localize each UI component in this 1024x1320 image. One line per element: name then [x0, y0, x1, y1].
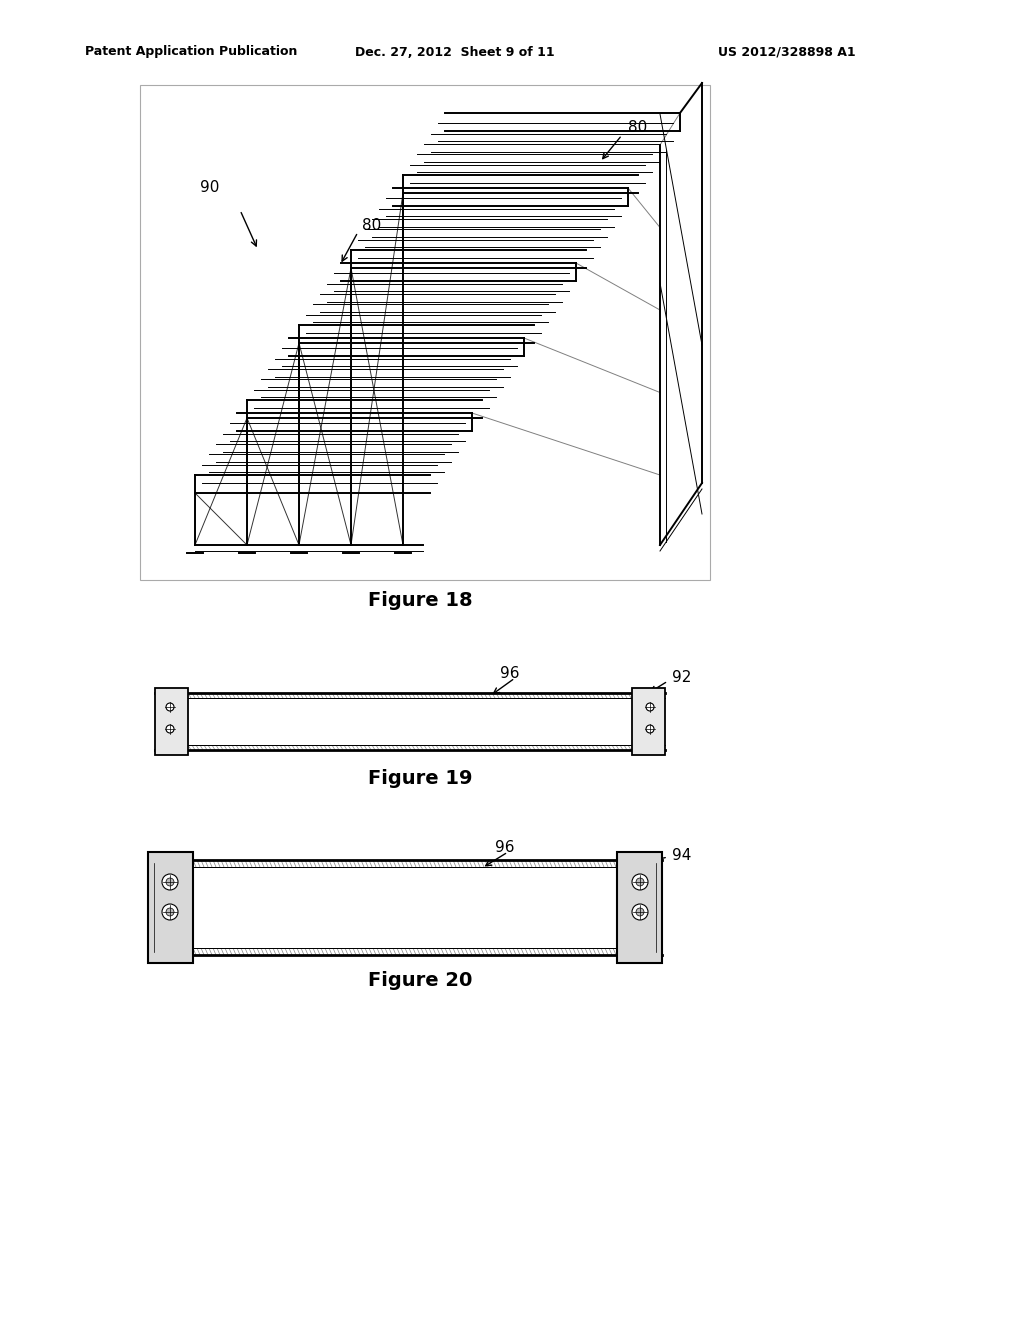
Text: Figure 19: Figure 19: [368, 768, 472, 788]
Circle shape: [632, 904, 648, 920]
Text: 96: 96: [495, 840, 514, 854]
Circle shape: [646, 704, 654, 711]
Circle shape: [632, 874, 648, 890]
Circle shape: [646, 725, 654, 733]
Text: Figure 18: Figure 18: [368, 590, 472, 610]
Bar: [148, 851, 193, 964]
Bar: [188, 698, 632, 744]
Text: Figure 20: Figure 20: [368, 970, 472, 990]
Circle shape: [162, 874, 178, 890]
Text: 90: 90: [201, 181, 220, 195]
Bar: [193, 867, 617, 948]
Text: US 2012/328898 A1: US 2012/328898 A1: [718, 45, 856, 58]
Text: 92: 92: [672, 671, 691, 685]
Text: 96: 96: [500, 665, 519, 681]
Bar: [632, 688, 665, 755]
Circle shape: [166, 725, 174, 733]
Bar: [140, 84, 710, 579]
Circle shape: [166, 704, 174, 711]
Text: 80: 80: [628, 120, 647, 136]
Circle shape: [166, 908, 174, 916]
Text: Dec. 27, 2012  Sheet 9 of 11: Dec. 27, 2012 Sheet 9 of 11: [355, 45, 555, 58]
Circle shape: [162, 904, 178, 920]
Circle shape: [636, 878, 644, 886]
Circle shape: [636, 908, 644, 916]
Text: 80: 80: [362, 218, 381, 232]
Bar: [155, 688, 188, 755]
Bar: [617, 851, 662, 964]
Circle shape: [166, 878, 174, 886]
Text: Patent Application Publication: Patent Application Publication: [85, 45, 297, 58]
Text: 94: 94: [672, 847, 691, 862]
